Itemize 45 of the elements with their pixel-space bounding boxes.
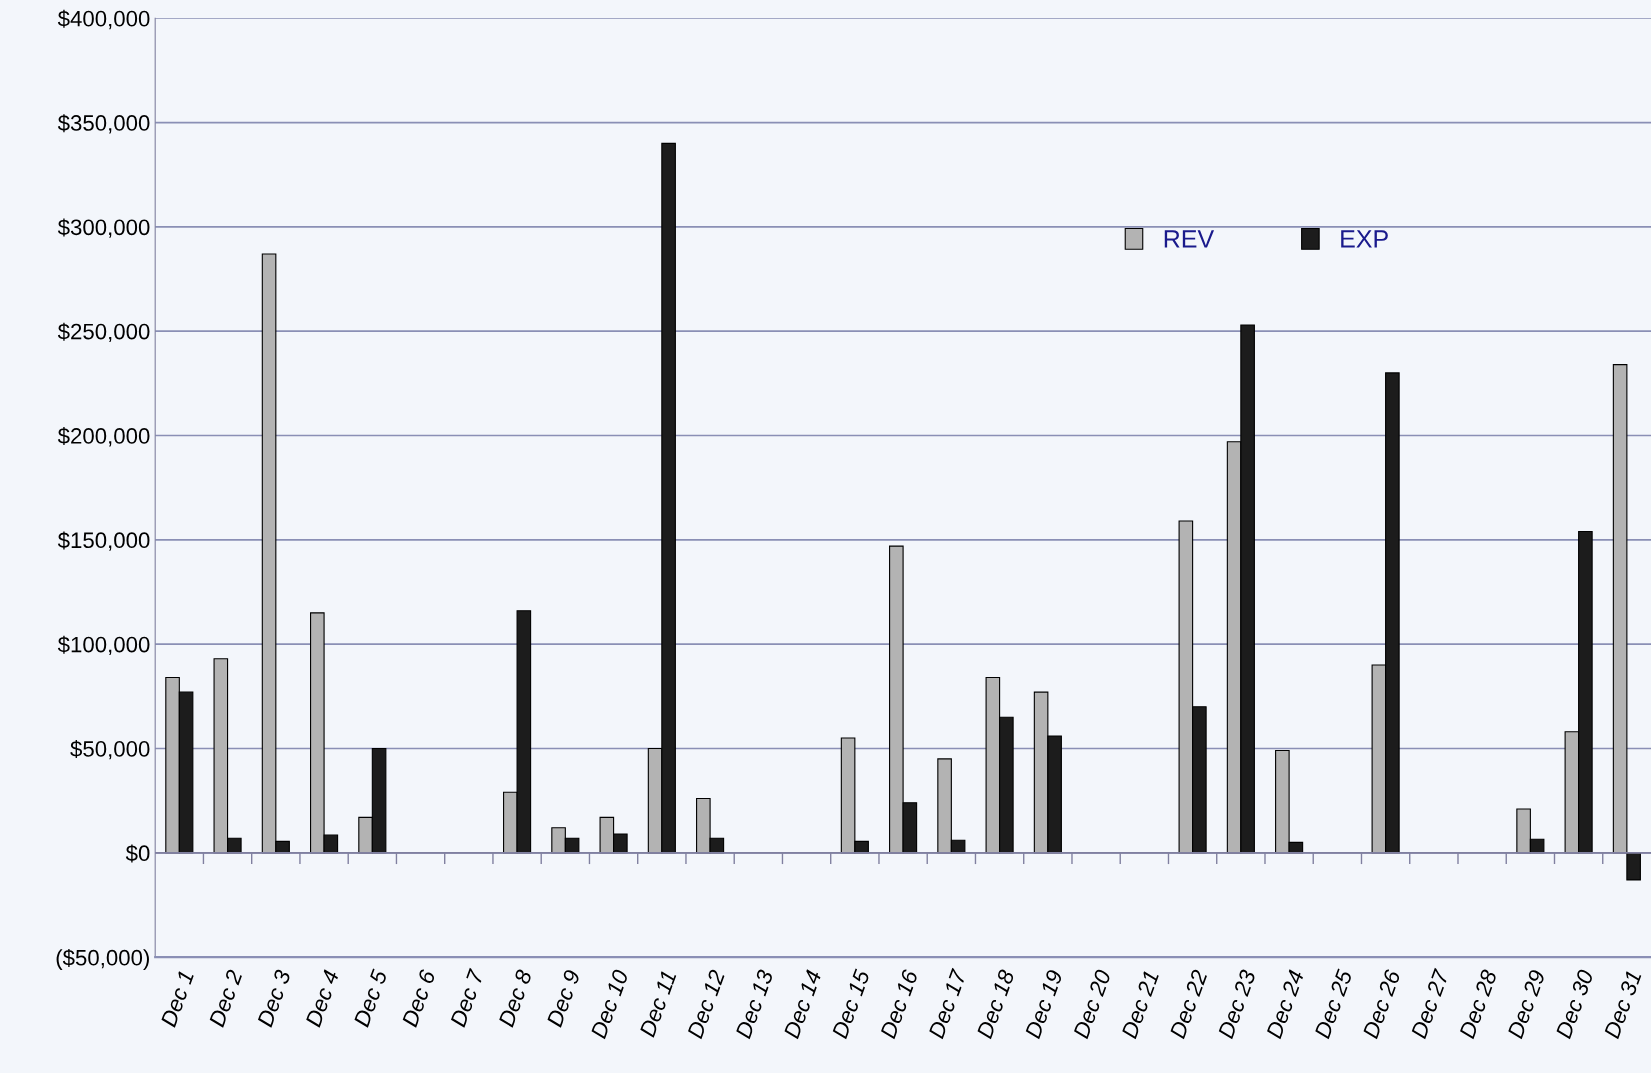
x-tick-label: Dec 14: [783, 969, 822, 1040]
x-tick-label: Dec 30: [1555, 968, 1594, 1040]
x-tick-label: Dec 1: [160, 970, 195, 1028]
x-tick-label: Dec 27: [1410, 967, 1450, 1040]
x-tick-label: Dec 26: [1362, 968, 1401, 1040]
x-tick-label: Dec 19: [1024, 968, 1064, 1040]
legend-label: EXP: [1341, 230, 1388, 248]
x-tick-label: Dec 6: [401, 968, 436, 1028]
x-tick-label: Dec 23: [1217, 968, 1257, 1040]
x-tick-label: Dec 9: [546, 968, 581, 1028]
x-tick-label: Dec 3: [256, 968, 292, 1028]
x-tick-label: Dec 31: [1603, 970, 1642, 1040]
legend-label: REV: [1164, 230, 1215, 248]
x-tick-label: Dec 28: [1458, 968, 1498, 1040]
y-tick-label: $200,000: [57, 427, 150, 447]
y-tick-label: $250,000: [57, 322, 150, 343]
y-tick-label: $400,000: [57, 9, 150, 30]
x-tick-label: Dec 5: [353, 968, 388, 1028]
x-tick-label: Dec 17: [928, 967, 967, 1040]
y-tick-label: $300,000: [57, 218, 150, 238]
y-tick-label: $350,000: [57, 114, 150, 134]
x-tick-label: Dec 2: [208, 968, 243, 1028]
x-tick-label: Dec 25: [1314, 968, 1353, 1040]
bar: [1612, 364, 1628, 854]
y-tick-label: $50,000: [70, 740, 150, 760]
x-tick-label: Dec 20: [1072, 968, 1112, 1040]
x-tick-label: Dec 13: [735, 968, 774, 1040]
y-tick-label: ($50,000): [56, 948, 149, 970]
x-tick-label: Dec 29: [1507, 968, 1546, 1040]
bar: [1626, 852, 1641, 881]
x-tick-label: Dec 21: [1121, 970, 1160, 1040]
x-tick-label: Dec 18: [976, 968, 1015, 1040]
x-tick-label: Dec 4: [305, 969, 340, 1028]
x-tick-label: Dec 22: [1169, 968, 1208, 1040]
x-tick-label: Dec 10: [590, 968, 629, 1040]
y-tick-label: $0: [125, 844, 150, 863]
x-tick-label: Dec 8: [498, 968, 533, 1028]
x-tick-label: Dec 16: [879, 968, 919, 1040]
y-tick-label: $100,000: [57, 635, 150, 656]
x-tick-label: Dec 24: [1265, 969, 1305, 1040]
x-tick-label: Dec 12: [686, 968, 726, 1040]
x-tick-label: Dec 15: [831, 968, 871, 1040]
y-tick-label: $150,000: [57, 531, 150, 551]
x-tick-label: Dec 11: [639, 970, 677, 1038]
x-tick-label: Dec 7: [449, 967, 485, 1028]
